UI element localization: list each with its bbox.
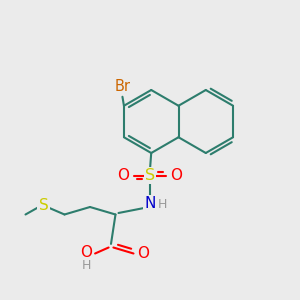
Text: H: H [81,259,91,272]
Text: S: S [145,168,155,183]
Text: N: N [144,196,156,211]
Text: S: S [39,198,48,213]
Text: O: O [170,168,182,183]
Text: O: O [80,245,92,260]
Text: H: H [158,198,167,211]
Text: O: O [118,168,130,183]
Text: Br: Br [114,79,130,94]
Text: O: O [137,246,149,261]
